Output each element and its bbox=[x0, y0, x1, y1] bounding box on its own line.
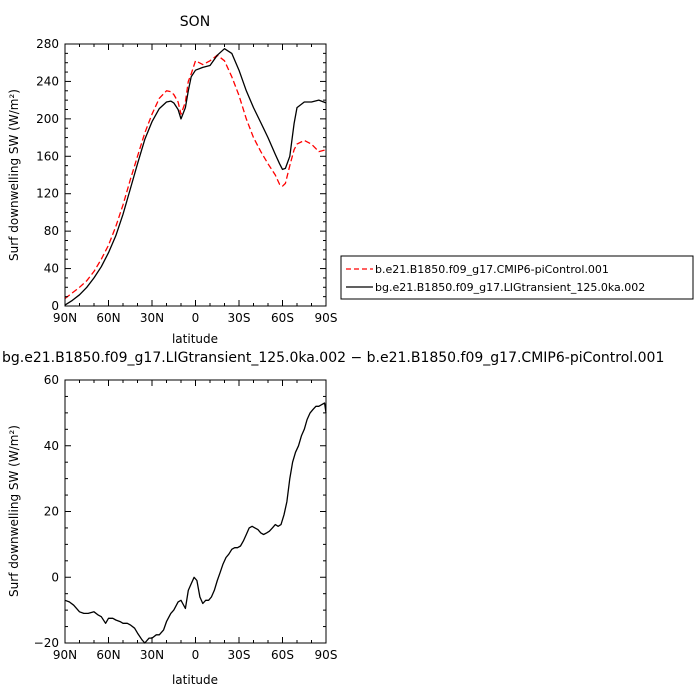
y-tick-label: 0 bbox=[51, 570, 59, 584]
x-tick-label: 90S bbox=[315, 311, 338, 325]
legend: b.e21.B1850.f09_g17.CMIP6-piControl.001 … bbox=[340, 255, 694, 300]
x-tick-label: 90N bbox=[53, 648, 77, 662]
y-tick-label: 120 bbox=[36, 187, 59, 201]
y-tick-label: 160 bbox=[36, 149, 59, 163]
x-tick-label: 0 bbox=[192, 311, 200, 325]
x-tick-label: 60S bbox=[271, 648, 294, 662]
bottom-panel: bg.e21.B1850.f09_g17.LIGtransient_125.0k… bbox=[2, 350, 664, 687]
x-tick-label: 90N bbox=[53, 311, 77, 325]
y-tick-label: 20 bbox=[44, 505, 59, 519]
bottom-y-axis-label: Surf downwelling SW (W/m²) bbox=[7, 425, 21, 597]
series-line-lig-transient bbox=[64, 48, 327, 306]
top-chart-title: SON bbox=[180, 14, 210, 30]
bottom-axes: 90N 60N 30N 0 30S 60S 90S −20 0 20 40 60 bbox=[34, 373, 338, 662]
y-tick-label: −20 bbox=[34, 636, 59, 650]
y-tick-label: 0 bbox=[51, 299, 59, 313]
x-tick-label: 60N bbox=[96, 648, 120, 662]
series-line-difference bbox=[64, 402, 327, 644]
legend-label-lig-transient: bg.e21.B1850.f09_g17.LIGtransient_125.0k… bbox=[375, 281, 645, 294]
y-tick-label: 240 bbox=[36, 74, 59, 88]
y-tick-label: 40 bbox=[44, 262, 59, 276]
x-tick-label: 0 bbox=[192, 648, 200, 662]
x-tick-label: 30N bbox=[140, 648, 164, 662]
top-series-group bbox=[64, 48, 327, 306]
legend-label-pi-control: b.e21.B1850.f09_g17.CMIP6-piControl.001 bbox=[375, 263, 609, 276]
bottom-chart-title: bg.e21.B1850.f09_g17.LIGtransient_125.0k… bbox=[2, 350, 664, 366]
x-tick-label: 30S bbox=[228, 311, 251, 325]
x-tick-label: 60S bbox=[271, 311, 294, 325]
y-tick-label: 40 bbox=[44, 439, 59, 453]
x-tick-label: 60N bbox=[96, 311, 120, 325]
top-y-axis-label: Surf downwelling SW (W/m²) bbox=[7, 89, 21, 261]
top-axes: 90N 60N 30N 0 30S 60S 90S 0 40 80 120 160 200 240 280 bbox=[36, 37, 337, 325]
y-tick-label: 80 bbox=[44, 224, 59, 238]
y-tick-label: 60 bbox=[44, 373, 59, 387]
bottom-plot-frame bbox=[64, 379, 327, 644]
y-tick-label: 200 bbox=[36, 112, 59, 126]
x-tick-label: 30N bbox=[140, 311, 164, 325]
y-tick-label: 280 bbox=[36, 37, 59, 51]
top-x-axis-label: latitude bbox=[172, 332, 218, 346]
x-tick-label: 90S bbox=[315, 648, 338, 662]
top-panel: SON 90N 60N 30N 0 30S 60S 90S 0 40 80 120 160 200 240… bbox=[7, 14, 694, 346]
bottom-x-axis-label: latitude bbox=[172, 673, 218, 687]
bottom-series-group bbox=[64, 402, 327, 644]
legend-box bbox=[340, 255, 694, 300]
x-tick-label: 30S bbox=[228, 648, 251, 662]
series-line-pi-control bbox=[64, 54, 327, 300]
